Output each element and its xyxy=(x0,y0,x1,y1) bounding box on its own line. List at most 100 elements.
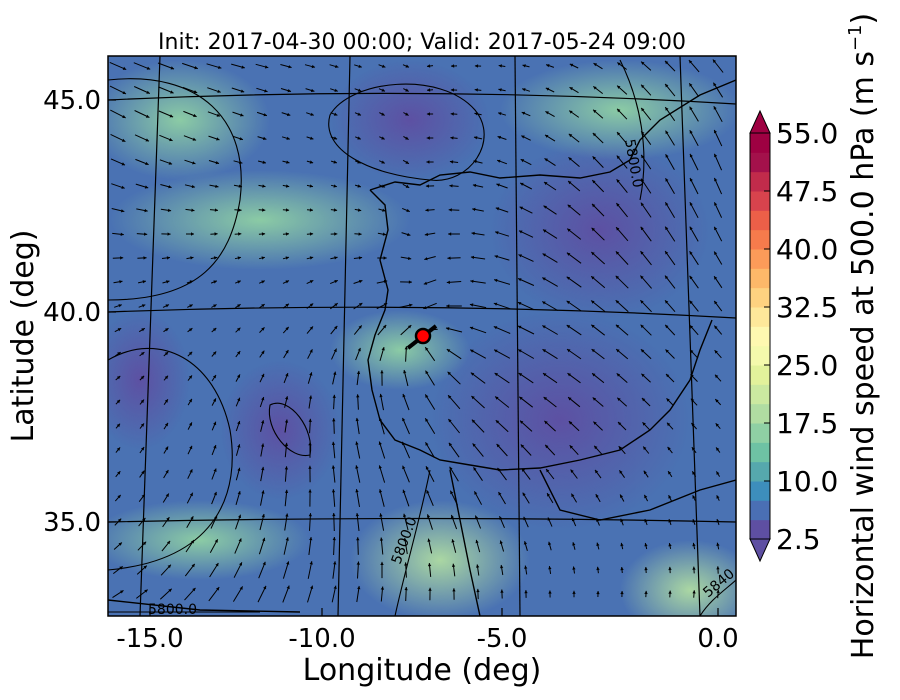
wind-vector-head xyxy=(474,64,479,68)
wind-vector-head xyxy=(165,328,169,332)
wind-vector-head xyxy=(427,563,432,567)
wind-vector-head xyxy=(449,184,453,188)
location-marker xyxy=(414,327,432,345)
wind-vector-head xyxy=(450,514,454,519)
wind-vector-head xyxy=(548,541,552,546)
wind-vector-head xyxy=(641,373,645,377)
wind-vector-head xyxy=(641,84,645,89)
wind-vector-head xyxy=(451,539,455,543)
wind-vector-head xyxy=(519,206,524,210)
wind-vector-head xyxy=(522,88,526,92)
colorbar-max-extension xyxy=(749,109,771,134)
wind-vector-head xyxy=(665,349,669,353)
wind-vector-head xyxy=(641,61,645,65)
wind-vector-head xyxy=(688,60,693,64)
wind-vector-head xyxy=(665,60,669,65)
wind-vector-head xyxy=(616,373,621,377)
wind-vector-head xyxy=(287,89,291,93)
wind-vector-head xyxy=(357,136,361,140)
wind-vector-head xyxy=(166,540,171,545)
wind-vector-head xyxy=(117,471,121,475)
wind-vector-head xyxy=(452,588,456,592)
wind-vector-head xyxy=(665,251,669,255)
wind-vector-head xyxy=(167,208,172,212)
wind-vector-head xyxy=(426,160,430,164)
wind-vector-head xyxy=(592,133,597,137)
wind-vector-head xyxy=(641,398,646,402)
wind-vector-head xyxy=(168,185,172,189)
wind-vector-head xyxy=(215,563,219,567)
wind-vector-head xyxy=(567,204,572,208)
wind-vector-head xyxy=(408,280,412,284)
wind-vector-head xyxy=(620,591,624,595)
wind-vector-head xyxy=(168,161,173,165)
wind-vector-head xyxy=(615,251,620,255)
wind-vector-head xyxy=(143,565,147,569)
colorbar-segment xyxy=(750,326,770,347)
wind-vector-head xyxy=(591,324,595,328)
wind-vector-head xyxy=(424,232,429,236)
wind-vector-head xyxy=(451,563,456,567)
wind-vector-head xyxy=(521,135,525,139)
wind-vector-head xyxy=(571,493,575,498)
wind-vector-head xyxy=(593,109,597,113)
wind-vector-head xyxy=(406,208,410,212)
wind-vector-head xyxy=(188,351,193,356)
wind-vector-head xyxy=(570,469,574,473)
wind-vector-head xyxy=(618,446,622,450)
colorbar-segment xyxy=(750,307,770,327)
wind-vector-head xyxy=(426,136,430,140)
wind-speed-field xyxy=(108,60,736,616)
wind-vector-head xyxy=(237,351,241,355)
wind-vector-head xyxy=(192,587,196,592)
wind-vector-head xyxy=(378,441,382,445)
wind-vector-head xyxy=(692,495,696,499)
wind-vector-head xyxy=(191,208,195,212)
colorbar-segment xyxy=(750,423,770,443)
wind-vector-head xyxy=(592,156,596,160)
wind-vector-head xyxy=(495,231,499,235)
wind-vector-head xyxy=(472,207,476,212)
wind-vector-head xyxy=(497,159,501,163)
wind-vector-head xyxy=(117,328,122,332)
wind-vector-head xyxy=(212,351,217,355)
wind-vector-head xyxy=(285,232,289,236)
colorbar-segment xyxy=(750,365,770,385)
wind-vector-head xyxy=(476,564,480,568)
wind-vector-head xyxy=(427,64,431,68)
wind-vector-head xyxy=(617,85,621,89)
wind-vector-head xyxy=(169,138,173,142)
wind-vector-head xyxy=(166,280,170,284)
colorbar-tick-label: 40.0 xyxy=(776,233,838,266)
wind-vector-head xyxy=(164,352,169,356)
wind-vector-head xyxy=(640,202,644,207)
wind-vector-head xyxy=(378,465,382,469)
wind-vector-head xyxy=(192,137,197,141)
wind-vector-head xyxy=(520,444,525,448)
wind-vector-head xyxy=(689,153,693,158)
wind-vector-head xyxy=(358,232,362,236)
wind-vector-head xyxy=(641,154,645,159)
wind-vector-head xyxy=(640,251,644,255)
wind-vector-head xyxy=(499,540,503,544)
chart-title: Init: 2017-04-30 00:00; Valid: 2017-05-2… xyxy=(158,30,686,55)
wind-vector-head xyxy=(357,347,361,352)
wind-vector-head xyxy=(405,88,409,92)
colorbar-segment xyxy=(750,500,770,521)
wind-vector-head xyxy=(214,208,218,212)
wind-vector-head xyxy=(471,419,476,423)
wind-vector-head xyxy=(500,589,504,593)
wind-vector-head xyxy=(518,349,522,353)
x-tick-label: -5.0 xyxy=(477,624,528,654)
wind-vector-head xyxy=(545,134,549,138)
wind-vector-head xyxy=(520,182,524,186)
wind-vector-head xyxy=(714,177,718,182)
wind-vector-head xyxy=(568,157,572,161)
wind-vector-head xyxy=(518,373,523,377)
wind-vector-head xyxy=(542,301,546,305)
wind-vector-head xyxy=(309,326,313,330)
wind-vector-head xyxy=(403,513,407,518)
wind-vector-head xyxy=(142,541,147,546)
wind-vector-head xyxy=(615,275,620,280)
wind-vector-head xyxy=(263,113,267,117)
